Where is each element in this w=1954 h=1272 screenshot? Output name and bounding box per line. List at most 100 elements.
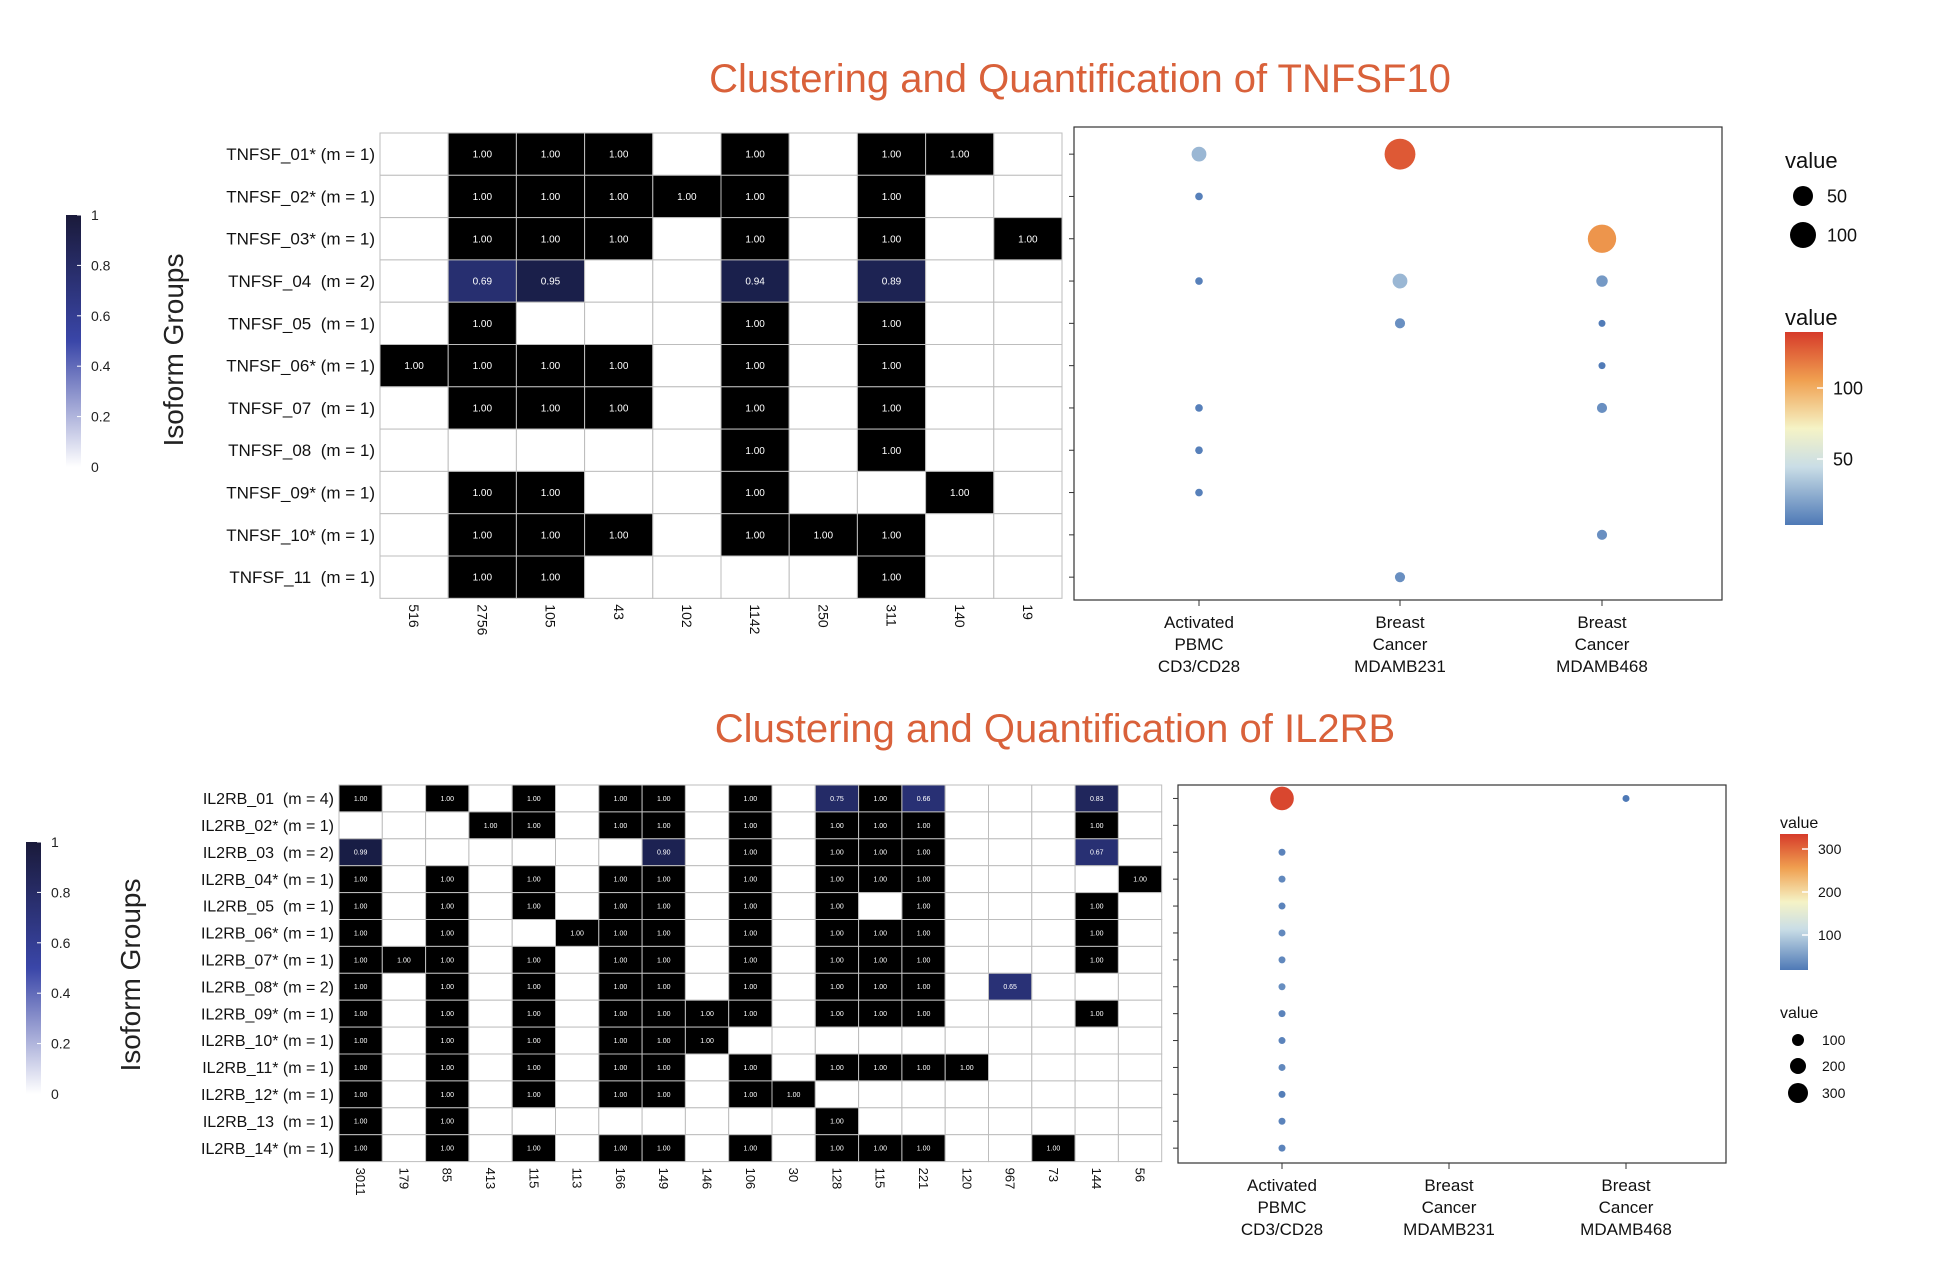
heatmap-cell xyxy=(468,972,513,1001)
heatmap-cell xyxy=(652,259,722,303)
heatmap-cell xyxy=(901,811,946,840)
heatmap-cell-value: 1.00 xyxy=(873,957,887,964)
heatmap-cell-value: 1.00 xyxy=(614,796,628,803)
heatmap-cell-value: 1.00 xyxy=(541,573,561,584)
heatmap-cell xyxy=(379,555,449,599)
heatmap-cell xyxy=(381,972,427,1001)
heatmap-cell-value: 1.00 xyxy=(614,1011,628,1018)
heatmap-cell xyxy=(788,301,858,346)
dotplot-point xyxy=(1278,1010,1286,1018)
heatmap-cell xyxy=(379,386,449,430)
heatmap-cell xyxy=(988,999,1033,1028)
heatmap-cell xyxy=(720,259,790,303)
heatmap-cell xyxy=(728,784,773,813)
heatmap-cell xyxy=(856,470,927,515)
heatmap-cell xyxy=(555,784,600,813)
heatmap-cell xyxy=(1117,1026,1163,1055)
heatmap-cell xyxy=(338,945,383,974)
heatmap-cell xyxy=(858,784,903,813)
dotplot-point xyxy=(1587,224,1617,253)
heatmap-cell-value: 1.00 xyxy=(917,1011,931,1018)
color-legend-title: value xyxy=(1780,815,1818,832)
heatmap-cell xyxy=(925,470,995,515)
heatmap-cell xyxy=(515,428,586,472)
heatmap-cell xyxy=(771,892,816,920)
heatmap-cell-value: 1.00 xyxy=(882,192,902,203)
heatmap-cell xyxy=(598,784,643,813)
heatmap-cell xyxy=(720,555,790,599)
heatmap-cell-value: 1.00 xyxy=(473,319,493,330)
heatmap-column-label: 413 xyxy=(483,1168,498,1190)
heatmap-row-label: TNFSF_08 (m = 1) xyxy=(228,441,375,460)
heatmap-cell xyxy=(468,784,513,813)
heatmap-cell xyxy=(1031,838,1076,867)
chart-title: Clustering and Quantification of TNFSF10 xyxy=(709,57,1451,101)
heatmap-cell xyxy=(858,892,903,920)
dotplot-point xyxy=(1598,362,1606,370)
heatmap-cell xyxy=(652,174,722,219)
dotplot-point xyxy=(1598,319,1606,327)
heatmap-cell xyxy=(925,174,995,219)
heatmap-cell xyxy=(720,301,790,346)
heatmap-cell-value: 1.00 xyxy=(440,1038,454,1045)
heatmap-cell xyxy=(598,972,643,1001)
heatmap-cell-value: 0.90 xyxy=(657,850,671,857)
heatmap-cell xyxy=(1031,1134,1076,1163)
heatmap-cell-value: 1.00 xyxy=(744,796,758,803)
heatmap-cell xyxy=(652,301,722,346)
heatmap-cell-value: 1.00 xyxy=(473,403,493,414)
heatmap-cell xyxy=(447,301,517,346)
heatmap-cell xyxy=(338,1053,383,1082)
heatmap-cell-value: 1.00 xyxy=(960,1065,974,1072)
heatmap-cell xyxy=(379,470,449,515)
heatmap-cell xyxy=(1117,838,1163,867)
heatmap-cell xyxy=(555,865,600,894)
heatmap-cell xyxy=(1031,1080,1076,1109)
heatmap-cell-value: 1.00 xyxy=(950,488,970,499)
heatmap-cell xyxy=(515,555,586,599)
heatmap-cell xyxy=(720,386,790,430)
panel-2: Clustering and Quantification of IL2RB00… xyxy=(26,707,1846,1239)
heatmap-cell-value: 1.00 xyxy=(527,904,541,911)
heatmap-cell xyxy=(511,784,557,813)
heatmap-cell xyxy=(447,555,517,599)
heatmap-cell xyxy=(379,217,449,261)
heatmap-cell xyxy=(814,784,860,813)
heatmap-cell-value: 1.00 xyxy=(609,530,629,541)
heatmap-cell-value: 1.00 xyxy=(873,984,887,991)
heatmap-cell xyxy=(1031,811,1076,840)
dotplot-point xyxy=(1195,192,1203,201)
dotplot-category-label: Activated PBMC CD3/CD28 xyxy=(1241,1176,1323,1239)
heatmap-cell-value: 1.00 xyxy=(527,1011,541,1018)
colorbar-tick-label: 0.4 xyxy=(91,358,111,374)
heatmap-cell xyxy=(379,301,449,346)
heatmap-cell-value: 1.00 xyxy=(614,957,628,964)
heatmap-cell xyxy=(468,1026,513,1055)
heatmap-cell-value: 1.00 xyxy=(950,150,970,161)
heatmap-cell xyxy=(447,344,517,388)
heatmap-cell xyxy=(944,784,990,813)
heatmap-column-label: 140 xyxy=(952,604,968,628)
colorbar-gradient xyxy=(66,215,81,467)
heatmap-cell-value: 1.00 xyxy=(830,1119,844,1126)
dotplot-category-line: MDAMB468 xyxy=(1580,1220,1672,1239)
heatmap-cell xyxy=(814,1053,860,1082)
heatmap-cell xyxy=(788,513,858,557)
heatmap-cell-value: 1.00 xyxy=(830,1011,844,1018)
heatmap-cell xyxy=(720,132,790,176)
heatmap-cell-value: 0.65 xyxy=(1003,984,1017,991)
colorbar-tick-label: 0.8 xyxy=(91,257,111,273)
dotplot-category-line: Cancer xyxy=(1575,635,1630,654)
heatmap-cell xyxy=(468,1053,513,1082)
heatmap-cell xyxy=(771,838,816,867)
heatmap-cell-value: 1.00 xyxy=(473,150,493,161)
heatmap-cell xyxy=(584,555,654,599)
heatmap-cell-value: 1.00 xyxy=(614,1038,628,1045)
heatmap-cell xyxy=(684,892,730,920)
heatmap-cell xyxy=(925,386,995,430)
colorbar-tick-label: 0 xyxy=(91,459,99,475)
heatmap-cell-value: 1.00 xyxy=(744,1146,758,1153)
size-legend-label: 300 xyxy=(1822,1085,1846,1101)
heatmap-cell xyxy=(814,1080,860,1109)
size-legend-dot xyxy=(1790,1058,1806,1074)
